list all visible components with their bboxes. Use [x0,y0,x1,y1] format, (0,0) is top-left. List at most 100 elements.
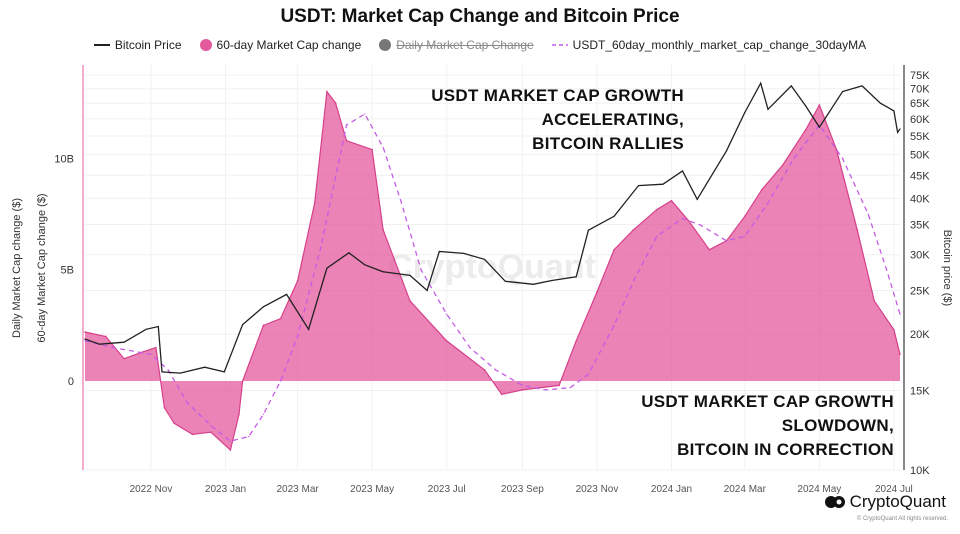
right-tick-label: 75K [910,70,930,82]
bitcoin-price-point [587,229,590,231]
ma-30day-point [681,217,684,220]
bitcoin-price-point [725,150,728,152]
market-cap-change-point [279,317,282,320]
ma-30day-point [420,269,422,271]
legend-item-daily-change[interactable]: Daily Market Cap Change [379,38,534,52]
bitcoin-price-point [326,267,328,269]
right-tick-label: 60K [910,114,930,126]
dashed-swatch-icon [551,44,568,46]
ma-30day-point [818,124,820,126]
legend: Bitcoin Price 60-day Market Cap change D… [0,38,960,52]
bitcoin-price-point [161,371,163,373]
bitcoin-price-point [841,90,844,93]
ma-30day-point [656,235,658,237]
market-cap-change-point [893,329,895,331]
bitcoin-price-point [145,328,147,330]
market-cap-change-point [744,215,746,218]
chart-title: USDT: Market Cap Change and Bitcoin Pric… [280,6,680,27]
legend-item-60day-change[interactable]: 60-day Market Cap change [199,38,361,52]
bitcoin-price-point [204,366,206,368]
ma-30day-point [210,424,212,427]
logo-text: CryptoQuant [849,492,946,511]
x-tick-label: 2023 Mar [276,484,319,495]
bitcoin-price-point [681,170,684,172]
bitcoin-price-point [532,283,535,285]
bitcoin-price-point [84,338,86,340]
ma-30day-point [613,324,615,326]
ma-30day-point [587,373,590,375]
bitcoin-price-point [767,108,769,110]
market-cap-change-point [104,335,107,338]
market-cap-change-point [835,148,838,151]
right-tick-label: 30K [910,250,930,262]
right-tick-label: 25K [910,285,930,297]
ma-30day-point [841,157,844,160]
bitcoin-price-point [348,252,350,254]
x-tick-label: 2024 Mar [724,484,767,495]
legend-label: USDT_60day_monthly_market_cap_change_30d… [572,38,867,52]
ma-30day-point [364,113,366,115]
market-cap-change-point [313,202,316,204]
market-cap-change-point [238,413,240,416]
x-tick-label: 2023 Sep [501,484,544,495]
left-tick-label: 10B [54,153,74,165]
ma-30day-point [767,202,769,204]
market-cap-change-point [382,228,384,231]
market-cap-change-point [241,380,244,382]
market-cap-change-point [596,291,598,293]
x-tick-label: 2022 Nov [130,484,173,495]
bitcoin-price-point [483,258,486,260]
ma-30day-point [345,124,348,126]
ma-30day-point [167,369,169,371]
market-cap-change-point [163,406,166,409]
market-cap-change-point [409,300,411,302]
x-tick-label: 2023 May [350,484,394,495]
legend-item-30day-ma[interactable]: USDT_60day_monthly_market_cap_change_30d… [551,38,867,52]
ma-30day-point [867,213,869,215]
ma-30day-point [569,387,571,389]
market-cap-change-point [613,248,615,251]
right-tick-label: 45K [910,170,930,182]
bitcoin-price-point [382,271,384,273]
market-cap-change-point [371,148,373,151]
right-tick-label: 65K [910,98,930,110]
ma-30day-line [84,113,901,442]
market-cap-change-point [483,369,486,371]
bitcoin-price-point [157,325,159,328]
market-cap-change-line [84,90,901,452]
circle-swatch-icon [199,39,212,51]
ma-30day-point [150,353,152,355]
ma-30day-point [112,347,114,349]
annotation-line: USDT MARKET CAP GROWTH [431,86,684,105]
market-cap-change-point [873,300,876,302]
left-axis-label: 60-day Market Cap change ($) [36,193,48,342]
x-tick-label: 2024 May [797,484,841,495]
legend-item-bitcoin-price[interactable]: Bitcoin Price [93,38,182,52]
right-tick-label: 15K [910,386,930,398]
annotation-line: BITCOIN IN CORRECTION [677,440,894,459]
market-cap-change-point [656,208,658,211]
market-cap-change-point [558,384,560,387]
bitcoin-price-point [893,110,895,112]
market-cap-change-point [521,389,524,391]
x-tick-label: 2024 Jul [875,484,913,495]
ma-30day-point [521,384,524,387]
x-tick-label: 2023 Jan [205,484,246,495]
market-cap-change-point [708,248,711,251]
ma-30day-point [494,369,497,371]
left-tick-label: 5B [61,265,74,277]
bitcoin-price-point [551,279,553,282]
ma-30day-point [400,202,403,204]
bitcoin-price-point [637,184,640,187]
ma-30day-point [446,313,448,315]
market-cap-change-point [296,280,299,282]
right-tick-label: 50K [910,150,930,162]
bitcoin-price-point [805,105,807,107]
annotation-slowdown: USDT MARKET CAP GROWTH SLOWDOWN, BITCOIN… [590,390,894,462]
market-cap-change-point [761,188,763,191]
market-cap-change-point [687,219,690,222]
market-cap-change-point [155,346,157,349]
market-cap-change-point [123,357,125,360]
bitcoin-price-point [99,343,101,345]
bitcoin-price-point [223,371,225,373]
